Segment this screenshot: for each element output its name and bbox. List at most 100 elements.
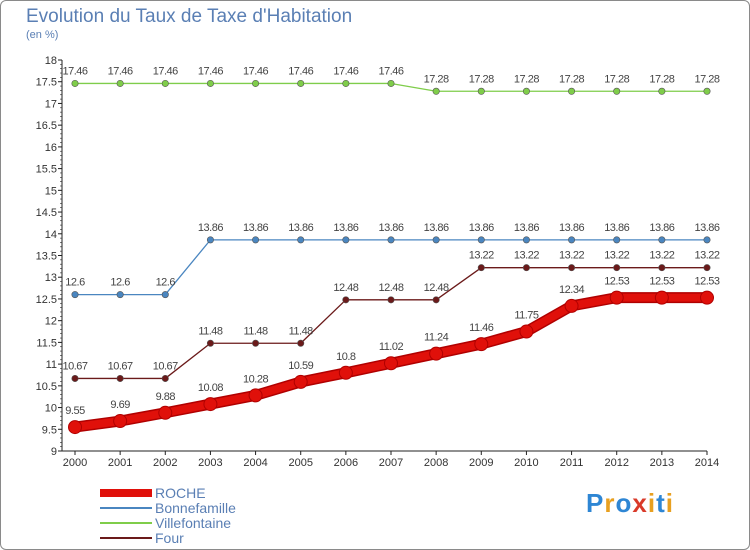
x-tick-label: 2003 bbox=[198, 457, 222, 469]
data-point-four bbox=[161, 374, 169, 382]
data-label-villefontaine: 17.46 bbox=[333, 65, 358, 77]
data-point-roche bbox=[564, 298, 579, 313]
y-tick-label: 11 bbox=[46, 359, 57, 371]
data-label-bonnefamille: 13.86 bbox=[243, 222, 268, 234]
data-point-villefontaine bbox=[477, 87, 485, 95]
data-point-villefontaine bbox=[658, 87, 666, 95]
legend-swatch-villefontaine bbox=[100, 522, 152, 524]
data-label-villefontaine: 17.46 bbox=[378, 65, 403, 77]
data-label-villefontaine: 17.28 bbox=[559, 73, 584, 85]
data-point-villefontaine bbox=[522, 87, 530, 95]
y-tick-label: 13.5 bbox=[36, 251, 57, 263]
data-label-roche: 10.8 bbox=[336, 351, 356, 363]
data-point-four bbox=[116, 374, 124, 382]
x-tick-label: 2009 bbox=[469, 457, 493, 469]
legend-label-bonnefamille: Bonnefamille bbox=[155, 500, 236, 516]
data-point-bonnefamille bbox=[116, 291, 124, 299]
y-tick-label: 15.5 bbox=[36, 164, 57, 176]
data-point-villefontaine bbox=[297, 79, 305, 87]
x-tick-label: 2006 bbox=[334, 457, 358, 469]
data-label-four: 11.48 bbox=[289, 325, 314, 337]
data-label-four: 11.48 bbox=[198, 325, 223, 337]
x-tick-label: 2012 bbox=[604, 457, 628, 469]
x-tick-label: 2001 bbox=[108, 457, 132, 469]
legend-label-villefontaine: Villefontaine bbox=[155, 515, 232, 531]
y-tick-label: 18 bbox=[45, 55, 57, 67]
y-tick-label: 14.5 bbox=[36, 207, 57, 219]
data-label-villefontaine: 17.46 bbox=[62, 65, 87, 77]
data-label-roche: 11.75 bbox=[514, 310, 539, 322]
x-tick-label: 2011 bbox=[560, 457, 584, 469]
data-label-four: 10.67 bbox=[62, 360, 87, 372]
data-point-villefontaine bbox=[568, 87, 576, 95]
data-point-four bbox=[703, 264, 711, 272]
data-label-bonnefamille: 13.86 bbox=[333, 222, 358, 234]
legend-label-four: Four bbox=[155, 530, 184, 546]
data-point-villefontaine bbox=[342, 79, 350, 87]
x-tick-label: 2014 bbox=[695, 457, 719, 469]
data-point-four bbox=[613, 264, 621, 272]
data-label-four: 13.22 bbox=[469, 250, 494, 262]
data-point-roche bbox=[384, 356, 398, 371]
data-point-roche bbox=[338, 365, 353, 380]
y-tick-label: 15 bbox=[45, 185, 57, 197]
data-label-roche: 9.69 bbox=[110, 399, 130, 411]
data-label-roche: 12.53 bbox=[604, 276, 629, 288]
data-label-villefontaine: 17.46 bbox=[153, 65, 178, 77]
data-label-bonnefamille: 13.86 bbox=[424, 222, 449, 234]
data-label-four: 13.22 bbox=[604, 250, 629, 262]
data-label-roche: 10.59 bbox=[288, 360, 313, 372]
data-label-four: 12.48 bbox=[424, 282, 449, 294]
data-point-bonnefamille bbox=[477, 236, 485, 244]
data-point-roche bbox=[68, 420, 82, 435]
data-point-bonnefamille bbox=[613, 236, 621, 244]
data-label-villefontaine: 17.46 bbox=[198, 65, 223, 77]
data-point-bonnefamille bbox=[252, 236, 260, 244]
data-label-bonnefamille: 13.86 bbox=[378, 222, 403, 234]
data-label-roche: 10.28 bbox=[243, 373, 268, 385]
data-label-villefontaine: 17.28 bbox=[694, 73, 719, 85]
chart-title: Evolution du Taux de Taxe d'Habitation bbox=[26, 6, 353, 27]
legend-label-roche: ROCHE bbox=[155, 485, 206, 501]
data-label-four: 13.22 bbox=[649, 250, 674, 262]
x-tick-label: 2000 bbox=[63, 457, 87, 469]
logo-letter: t bbox=[656, 488, 666, 518]
legend-swatch-roche bbox=[100, 489, 152, 497]
logo-letter: r bbox=[604, 488, 616, 518]
data-label-bonnefamille: 13.86 bbox=[469, 222, 494, 234]
data-label-bonnefamille: 12.6 bbox=[156, 277, 176, 289]
data-label-bonnefamille: 13.86 bbox=[559, 222, 584, 234]
data-point-roche bbox=[293, 374, 308, 389]
data-label-roche: 10.08 bbox=[198, 382, 223, 394]
data-point-bonnefamille bbox=[703, 236, 711, 244]
data-point-roche bbox=[158, 405, 173, 420]
logo-letter: P bbox=[586, 488, 605, 518]
data-point-roche bbox=[654, 290, 669, 305]
data-point-villefontaine bbox=[703, 87, 711, 95]
data-point-bonnefamille bbox=[522, 236, 530, 244]
data-point-four bbox=[342, 296, 350, 304]
logo-letter: o bbox=[615, 488, 633, 518]
y-tick-label: 11.5 bbox=[36, 337, 57, 349]
data-label-bonnefamille: 13.86 bbox=[288, 222, 313, 234]
data-point-four bbox=[477, 264, 485, 272]
y-tick-label: 16 bbox=[45, 142, 57, 154]
data-point-roche bbox=[609, 290, 624, 305]
proxiti-logo: Proxiti bbox=[586, 488, 674, 519]
data-point-roche bbox=[519, 324, 534, 339]
data-label-bonnefamille: 13.86 bbox=[649, 222, 674, 234]
y-tick-label: 12 bbox=[45, 316, 57, 328]
y-tick-label: 12.5 bbox=[36, 294, 57, 306]
logo-letter: x bbox=[632, 488, 648, 518]
data-label-bonnefamille: 13.86 bbox=[198, 222, 223, 234]
data-point-roche bbox=[429, 346, 444, 361]
data-label-bonnefamille: 13.86 bbox=[694, 222, 719, 234]
data-label-roche: 12.53 bbox=[694, 276, 719, 288]
x-tick-label: 2013 bbox=[650, 457, 674, 469]
data-point-four bbox=[568, 264, 576, 272]
x-tick-label: 2004 bbox=[243, 457, 267, 469]
data-label-villefontaine: 17.46 bbox=[108, 65, 133, 77]
y-tick-label: 9.5 bbox=[42, 424, 57, 436]
y-tick-label: 9 bbox=[51, 446, 57, 458]
